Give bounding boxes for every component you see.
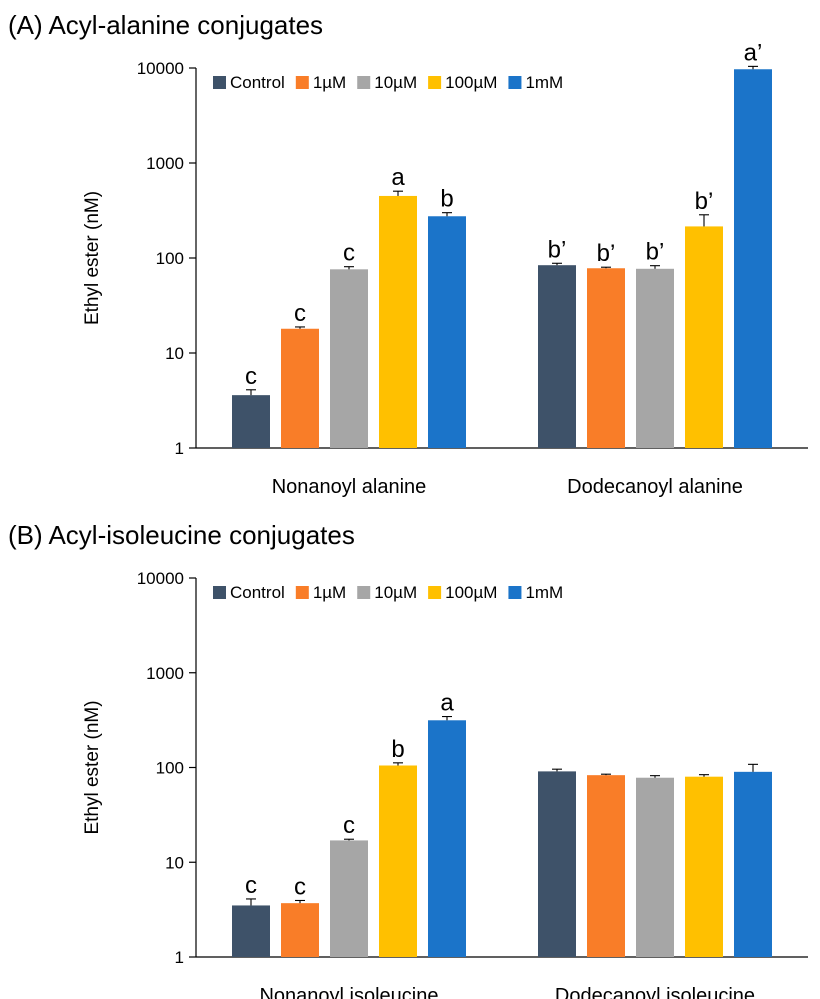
y-tick-label: 1000 (146, 664, 184, 683)
legend-swatch (213, 586, 226, 599)
bar (734, 771, 772, 957)
data-label: b’ (695, 188, 714, 215)
data-label: b’ (646, 239, 665, 266)
chart-svg: 1 10 100 1000 10000 Ethyl ester (nM) c c c a b Nona… (82, 39, 808, 498)
y-tick-label: 10000 (137, 569, 184, 588)
bar (685, 776, 723, 957)
legend-entry: 10µM (374, 583, 417, 602)
legend-swatch (428, 76, 442, 89)
data-label: b’ (597, 240, 616, 267)
bar (330, 840, 368, 957)
y-tick-label: 10 (165, 344, 184, 363)
legend-swatch (508, 76, 522, 89)
bar (281, 903, 319, 957)
legend-swatch (357, 76, 371, 89)
y-axis-title: Ethyl ester (nM) (82, 700, 103, 834)
bar (379, 195, 417, 448)
data-label: c (294, 873, 306, 900)
bar (587, 268, 625, 448)
bar (281, 328, 319, 448)
y-tick-label: 10 (165, 853, 184, 872)
chart-panel-a: (A) Acyl-alanine conjugates 1 10 100 1000 10… (8, 10, 808, 498)
legend-entry: 1mM (525, 73, 563, 92)
data-label: c (294, 300, 306, 327)
legend-entry: Control (230, 583, 285, 602)
legend-entry: 1mM (525, 583, 563, 602)
bar (636, 777, 674, 957)
y-tick-label: 1000 (146, 154, 184, 173)
data-label: c (245, 363, 257, 390)
y-tick-label: 100 (156, 759, 184, 778)
x-tick-label: Nonanoyl isoleucine (259, 985, 438, 999)
data-label: a (440, 690, 454, 717)
y-tick-label: 100 (156, 249, 184, 268)
legend-entry: 100µM (445, 583, 497, 602)
bar (734, 69, 772, 448)
legend-entry: 1µM (313, 583, 346, 602)
data-label: a (391, 164, 405, 191)
bar (428, 216, 466, 448)
data-label: c (245, 872, 257, 899)
bar (636, 268, 674, 448)
legend-entry: 100µM (445, 73, 497, 92)
bar (379, 765, 417, 957)
data-label: a’ (744, 39, 763, 66)
y-tick-label: 10000 (137, 59, 184, 78)
chart-panel-b: (B) Acyl-isoleucine conjugates 1 10 100 100… (0, 510, 820, 999)
legend-swatch (213, 76, 226, 89)
legend-swatch (428, 586, 442, 599)
y-tick-label: 1 (175, 948, 184, 967)
y-axis-title: Ethyl ester (nM) (82, 191, 103, 325)
y-tick-label: 1 (175, 439, 184, 458)
legend-swatch (295, 76, 309, 89)
x-tick-label: Dodecanoyl isoleucine (555, 985, 755, 999)
data-label: c (343, 240, 355, 267)
bar (538, 265, 576, 448)
x-tick-label: Dodecanoyl alanine (567, 476, 743, 498)
legend-swatch (295, 586, 309, 599)
bar (587, 775, 625, 957)
x-tick-label: Nonanoyl alanine (272, 476, 427, 498)
bar (428, 720, 466, 957)
bar (330, 269, 368, 448)
chart-svg: 1 10 100 1000 10000 Ethyl ester (nM) c c c b a Nona… (82, 569, 808, 999)
legend-entry: 10µM (374, 73, 417, 92)
chart-title: (B) Acyl-isoleucine conjugates (8, 520, 355, 550)
data-label: b (391, 736, 404, 763)
data-label: b (440, 186, 453, 213)
legend-swatch (508, 586, 522, 599)
bar (232, 905, 270, 957)
bar (685, 226, 723, 448)
legend-swatch (357, 586, 371, 599)
bar (538, 771, 576, 957)
data-label: c (343, 812, 355, 839)
data-label: b’ (548, 236, 567, 263)
legend-entry: 1µM (313, 73, 346, 92)
chart-title: (A) Acyl-alanine conjugates (8, 10, 324, 40)
legend-entry: Control (230, 73, 285, 92)
bar (232, 395, 270, 448)
